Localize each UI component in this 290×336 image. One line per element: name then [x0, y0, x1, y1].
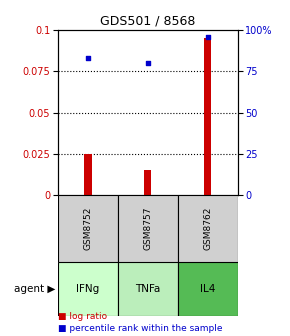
Bar [58, 195, 118, 262]
Point [206, 34, 210, 40]
Point [86, 55, 90, 61]
Point [146, 60, 150, 66]
Bar [178, 195, 238, 262]
Bar [58, 262, 118, 316]
Text: TNFa: TNFa [135, 284, 161, 294]
Bar [118, 262, 178, 316]
Bar [178, 262, 238, 316]
Bar [84, 154, 92, 195]
Text: GSM8757: GSM8757 [143, 207, 153, 250]
Title: GDS501 / 8568: GDS501 / 8568 [100, 15, 195, 28]
Text: agent ▶: agent ▶ [14, 284, 55, 294]
Bar [204, 38, 211, 195]
Text: GSM8762: GSM8762 [203, 207, 212, 250]
Text: IFNg: IFNg [76, 284, 99, 294]
Bar [144, 170, 151, 195]
Bar [118, 195, 178, 262]
Text: GSM8752: GSM8752 [84, 207, 93, 250]
Text: ■ log ratio: ■ log ratio [58, 312, 107, 321]
Text: ■ percentile rank within the sample: ■ percentile rank within the sample [58, 324, 222, 333]
Text: IL4: IL4 [200, 284, 215, 294]
